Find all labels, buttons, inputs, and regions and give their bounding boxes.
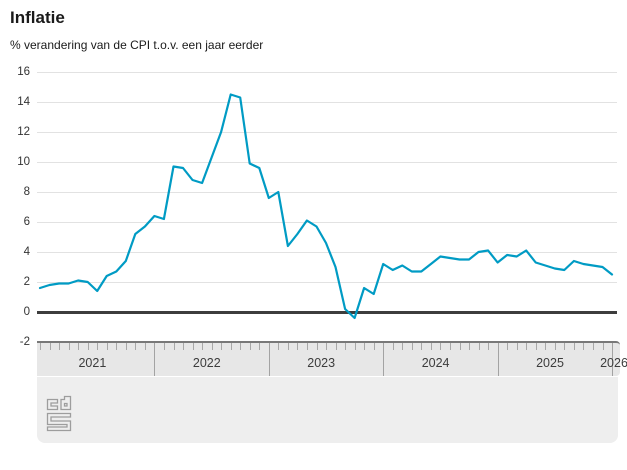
- gridline: [37, 252, 617, 253]
- month-tick: [545, 343, 547, 350]
- month-tick: [68, 343, 70, 350]
- month-tick: [40, 343, 41, 350]
- month-tick: [526, 343, 528, 350]
- month-tick: [97, 343, 99, 350]
- month-tick: [183, 343, 184, 350]
- month-tick: [535, 343, 537, 350]
- month-tick: [316, 343, 318, 350]
- month-tick: [326, 343, 327, 350]
- y-axis-label: 6: [23, 216, 30, 228]
- month-tick: [507, 343, 509, 350]
- month-tick: [259, 343, 261, 350]
- month-tick: [125, 343, 127, 350]
- month-tick: [449, 343, 451, 350]
- year-separator-tick: [154, 343, 156, 376]
- gridline: [37, 192, 617, 193]
- y-axis-label: 0: [23, 306, 30, 318]
- year-separator-tick: [612, 343, 613, 376]
- month-tick: [488, 343, 490, 350]
- month-tick: [478, 343, 480, 350]
- month-tick: [364, 343, 366, 350]
- month-tick: [602, 343, 604, 350]
- month-tick: [592, 343, 594, 350]
- y-axis-label: 16: [17, 66, 30, 78]
- year-separator-tick: [497, 343, 499, 376]
- x-axis-year-label: 2021: [78, 356, 107, 370]
- y-axis-label: 12: [17, 126, 30, 138]
- month-tick: [230, 343, 232, 350]
- month-tick: [554, 343, 556, 350]
- month-tick: [573, 343, 575, 350]
- month-tick: [583, 343, 585, 350]
- gridline: [37, 72, 617, 73]
- month-tick: [459, 343, 461, 350]
- month-tick: [297, 343, 299, 350]
- month-tick: [335, 343, 337, 350]
- month-tick: [421, 343, 423, 350]
- month-tick: [49, 343, 51, 350]
- month-tick: [564, 343, 566, 350]
- month-tick: [211, 343, 213, 350]
- gridline: [37, 282, 617, 283]
- chart-subtitle: % verandering van de CPI t.o.v. een jaar…: [10, 38, 264, 52]
- gridline: [37, 132, 617, 133]
- month-tick: [411, 343, 413, 350]
- x-axis-year-label: 2022: [192, 356, 221, 370]
- zero-line: [37, 311, 617, 314]
- month-tick: [135, 343, 137, 350]
- month-tick: [392, 343, 394, 350]
- gridline: [37, 102, 617, 103]
- month-tick: [144, 343, 146, 350]
- footer-panel: [37, 377, 618, 443]
- x-axis-year-label: 2023: [307, 356, 336, 370]
- month-tick: [163, 343, 165, 350]
- month-tick: [106, 343, 108, 350]
- month-tick: [221, 343, 223, 350]
- y-axis-label: 10: [17, 156, 30, 168]
- y-axis-label: 8: [23, 186, 30, 198]
- y-axis-label: 14: [17, 96, 30, 108]
- y-axis-label: -2: [19, 336, 30, 348]
- month-tick: [173, 343, 175, 350]
- month-tick: [354, 343, 356, 350]
- y-axis-label: 2: [23, 276, 30, 288]
- month-tick: [345, 343, 347, 350]
- month-tick: [373, 343, 375, 350]
- month-tick: [287, 343, 289, 350]
- y-axis-label: 4: [23, 246, 30, 258]
- year-separator-tick: [268, 343, 270, 376]
- month-tick: [59, 343, 61, 350]
- x-axis-year-label: 2025: [536, 356, 564, 370]
- month-tick: [192, 343, 194, 350]
- month-tick: [249, 343, 251, 350]
- year-separator-tick: [383, 343, 385, 376]
- month-tick: [469, 343, 470, 350]
- month-tick: [402, 343, 404, 350]
- chart-title: Inflatie: [10, 8, 65, 27]
- gridline: [37, 222, 617, 223]
- x-axis-timeline[interactable]: 2021 2022 2023 2024 2025 2026: [37, 341, 627, 376]
- x-axis-year-label: 2024: [421, 356, 450, 370]
- month-tick: [516, 343, 518, 350]
- month-tick: [430, 343, 432, 350]
- month-tick: [440, 343, 442, 350]
- x-axis-year-label: 2026: [600, 356, 627, 370]
- month-tick: [278, 343, 280, 350]
- month-tick: [306, 343, 308, 350]
- month-tick: [240, 343, 242, 350]
- month-tick: [78, 343, 80, 350]
- month-tick: [202, 343, 204, 350]
- gridline: [37, 162, 617, 163]
- month-tick: [116, 343, 118, 350]
- month-tick: [87, 343, 89, 350]
- cbs-logo: [46, 395, 72, 432]
